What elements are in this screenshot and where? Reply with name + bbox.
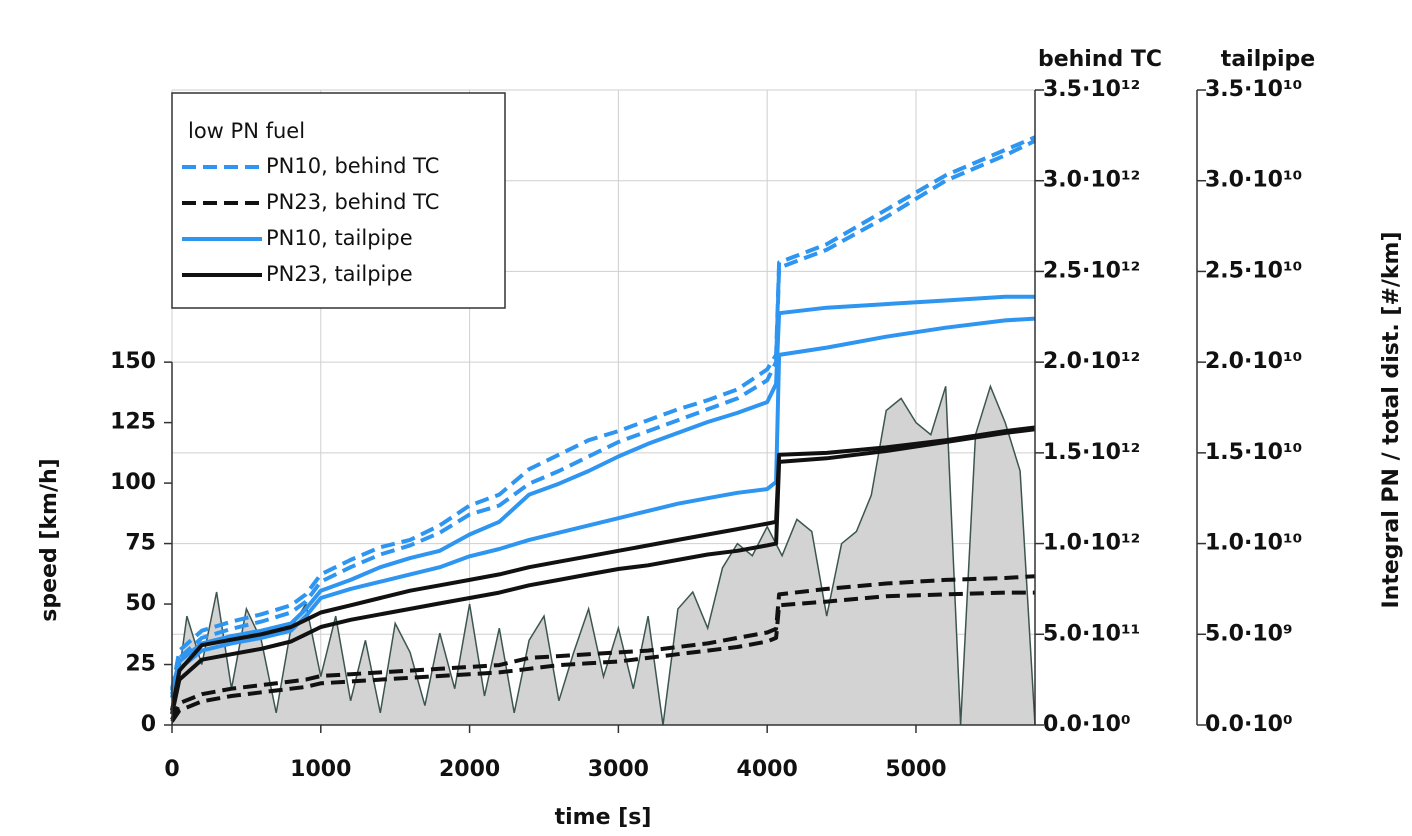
- y3-tick-label: 3.0·10¹⁰: [1205, 168, 1302, 193]
- x-tick-label: 3000: [588, 757, 649, 782]
- y-axis-title: speed [km/h]: [37, 458, 62, 621]
- legend-label: PN10, tailpipe: [266, 226, 413, 250]
- y3-axis-title: tailpipe: [1221, 47, 1315, 72]
- y2-tick-label: 2.0·10¹²: [1043, 349, 1140, 374]
- y2-tick-label: 3.5·10¹²: [1043, 77, 1140, 102]
- series-line: [170, 294, 1035, 690]
- legend-label: PN23, tailpipe: [266, 262, 413, 286]
- y-tick-label: 125: [110, 410, 156, 435]
- series-line: [170, 427, 1036, 715]
- y2-tick-label: 1.0·10¹²: [1043, 531, 1140, 556]
- y-tick-label: 0: [141, 712, 156, 737]
- x-tick-label: 4000: [737, 757, 798, 782]
- y3-tick-label: 1.0·10¹⁰: [1205, 531, 1302, 556]
- y3-tick-label: 3.5·10¹⁰: [1205, 77, 1302, 102]
- y-tick-label: 100: [110, 470, 156, 495]
- series-line: [170, 139, 1036, 699]
- speed-line: [171, 384, 1036, 726]
- x-tick-label: 1000: [290, 757, 351, 782]
- y2-tick-label: 3.0·10¹²: [1043, 168, 1140, 193]
- x-tick-label: 5000: [885, 757, 946, 782]
- y-tick-label: 25: [125, 652, 156, 677]
- x-tick-label: 0: [164, 757, 179, 782]
- y3-tick-label: 1.5·10¹⁰: [1205, 440, 1302, 465]
- y3-tick-label: 0.0·10⁰: [1205, 712, 1293, 737]
- y-tick-label: 150: [110, 349, 156, 374]
- y3-tick-label: 5.0·10⁹: [1205, 621, 1293, 646]
- speed-area: [172, 386, 1035, 725]
- y3-tick-label: 2.5·10¹⁰: [1205, 258, 1302, 283]
- y2-tick-label: 0.0·10⁰: [1043, 712, 1131, 737]
- legend: low PN fuel PN10, behind TC PN23, behind T…: [171, 92, 506, 309]
- y2-tick-label: 5.0·10¹¹: [1043, 621, 1140, 646]
- x-axis-title: time [s]: [555, 805, 652, 830]
- legend-label: PN23, behind TC: [266, 190, 439, 214]
- y-tick-label: 50: [125, 591, 156, 616]
- y3-tick-label: 2.0·10¹⁰: [1205, 349, 1302, 374]
- series-line: [170, 590, 1035, 723]
- y2-tick-label: 2.5·10¹²: [1043, 258, 1140, 283]
- series-line: [170, 316, 1036, 695]
- legend-box: [171, 92, 506, 309]
- series-line: [170, 425, 1036, 711]
- series-line: [170, 135, 1036, 691]
- x-tick-label: 2000: [439, 757, 500, 782]
- y2-axis-title: behind TC: [1038, 47, 1162, 72]
- legend-label: PN10, behind TC: [266, 154, 439, 178]
- legend-title: low PN fuel: [188, 119, 305, 143]
- right-axis-title: Integral PN / total dist. [#/km]: [1379, 231, 1404, 608]
- series-line: [170, 574, 1036, 721]
- y2-tick-label: 1.5·10¹²: [1043, 440, 1140, 465]
- y-tick-label: 75: [125, 531, 156, 556]
